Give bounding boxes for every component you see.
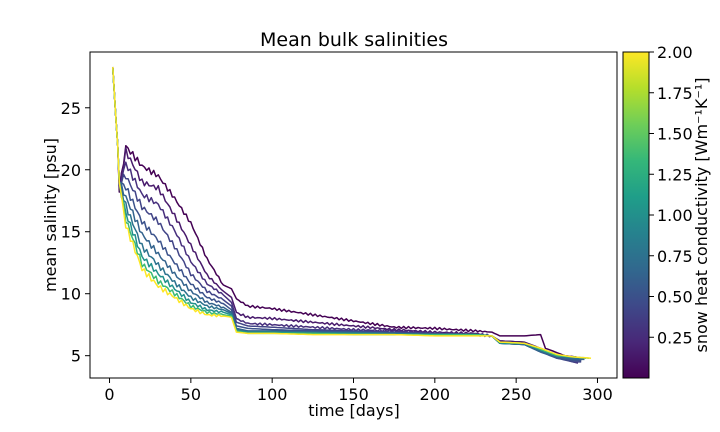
y-axis-label: mean salinity [psu] — [41, 138, 60, 292]
colorbar-tick-label: 1.50 — [657, 125, 693, 144]
x-tick-label: 200 — [420, 385, 451, 404]
series-line — [112, 66, 577, 358]
x-axis: 0 50 100 150 200 250 300 — [104, 378, 613, 404]
x-tick-label: 300 — [582, 385, 613, 404]
colorbar-tick-label: 1.00 — [657, 206, 693, 225]
x-axis-label: time [days] — [308, 401, 399, 420]
chart-title: Mean bulk salinities — [260, 29, 448, 51]
series-line — [112, 66, 592, 359]
colorbar-tick-label: 0.75 — [657, 247, 693, 266]
y-axis: 5 10 15 20 25 — [61, 99, 90, 366]
y-tick-label: 20 — [61, 161, 81, 180]
y-tick-label: 25 — [61, 99, 81, 118]
x-tick-label: 50 — [181, 385, 201, 404]
series-line — [112, 68, 582, 363]
series-line — [112, 68, 582, 362]
x-tick-label: 100 — [257, 385, 288, 404]
colorbar-tick-label: 1.25 — [657, 165, 693, 184]
colorbar-tick-label: 1.75 — [657, 84, 693, 103]
y-tick-label: 10 — [61, 285, 81, 304]
colorbar-tick-label: 0.50 — [657, 288, 693, 307]
colorbar-ticks: 0.25 0.50 0.75 1.00 1.25 1.50 1.75 2.00 — [649, 43, 693, 347]
series-line — [112, 68, 582, 362]
colorbar-tick-label: 0.25 — [657, 328, 693, 347]
x-tick-label: 0 — [104, 385, 114, 404]
colorbar — [622, 51, 650, 379]
y-tick-label: 5 — [71, 347, 81, 366]
y-tick-label: 15 — [61, 223, 81, 242]
series-layer — [112, 66, 592, 364]
series-line — [112, 68, 587, 359]
x-tick-label: 150 — [338, 385, 369, 404]
colorbar-tick-label: 2.00 — [657, 43, 693, 62]
colorbar-label: snow heat conductivity [Wm⁻¹K⁻¹] — [692, 78, 711, 353]
x-tick-label: 250 — [501, 385, 532, 404]
